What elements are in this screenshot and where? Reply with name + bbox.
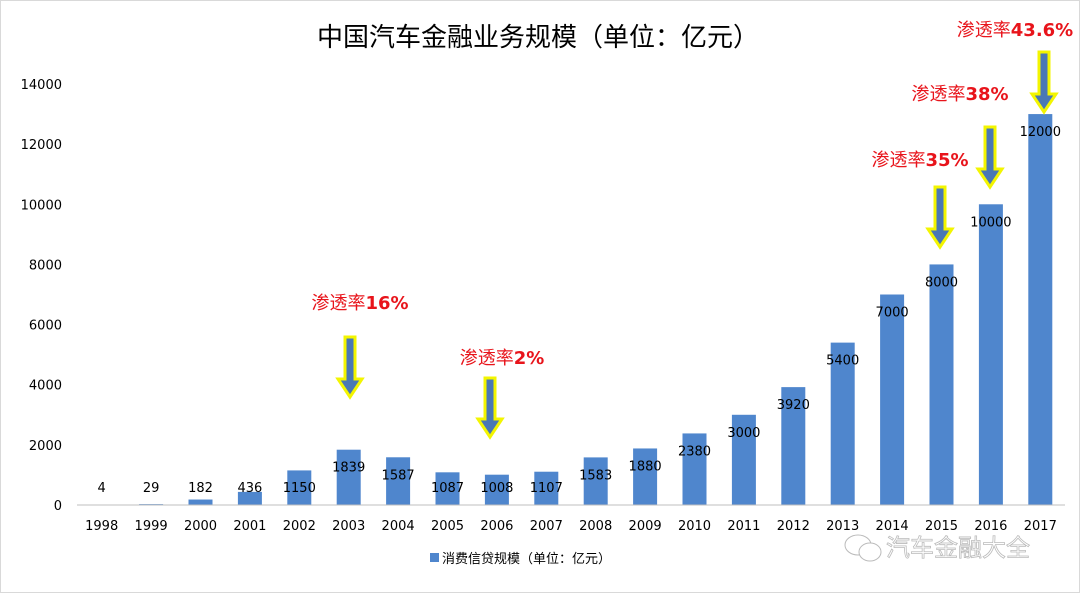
data-label: 3000 — [727, 426, 760, 441]
data-label: 12000 — [1020, 125, 1061, 140]
y-tick-label: 10000 — [21, 198, 62, 213]
penetration-rate-label: 渗透率38% — [911, 84, 1008, 105]
bar — [830, 342, 855, 505]
penetration-rate-value: 2% — [514, 348, 545, 369]
x-tick-label: 2006 — [480, 519, 513, 534]
x-tick-label: 2003 — [332, 519, 365, 534]
x-tick-label: 2007 — [530, 519, 563, 534]
bar — [978, 204, 1003, 506]
y-axis: 0 2000 4000 6000 8000 10000 12000 14000 — [21, 78, 62, 514]
x-tick-label: 2010 — [678, 519, 711, 534]
data-label: 2380 — [678, 444, 711, 459]
data-label: 1107 — [530, 481, 563, 496]
penetration-rate-text: 渗透率 — [957, 20, 1011, 41]
bar — [484, 474, 509, 505]
data-label: 8000 — [925, 275, 958, 290]
x-tick-label: 2016 — [974, 519, 1007, 534]
data-label: 5400 — [826, 354, 859, 369]
bar — [237, 491, 262, 505]
y-tick-label: 2000 — [29, 439, 62, 454]
wechat-icon — [844, 534, 882, 562]
data-label: 1087 — [431, 481, 464, 496]
bar — [386, 457, 411, 505]
data-label: 1587 — [382, 468, 415, 483]
data-label: 10000 — [970, 215, 1011, 230]
penetration-rate-label: 渗透率35% — [871, 150, 968, 171]
x-tick-label: 2011 — [727, 519, 760, 534]
data-label: 1150 — [283, 481, 316, 496]
data-label: 182 — [188, 481, 213, 496]
penetration-rate-value: 38% — [965, 84, 1008, 105]
bar — [880, 294, 905, 505]
down-arrow-icon — [975, 125, 1005, 190]
bar — [731, 414, 756, 505]
data-label: 4 — [98, 481, 106, 496]
data-label: 436 — [237, 481, 262, 496]
x-tick-label: 2017 — [1024, 519, 1057, 534]
bar — [534, 471, 559, 505]
bars: 4 29 182 436 1150 1839 1587 1087 1008 1107 1583 188… — [89, 114, 1061, 506]
penetration-rate-label: 渗透率2% — [460, 348, 545, 369]
data-label: 29 — [143, 481, 160, 496]
x-tick-label: 2012 — [777, 519, 810, 534]
y-tick-label: 0 — [54, 499, 62, 514]
down-arrow-icon — [475, 376, 505, 440]
x-tick-label: 2004 — [382, 519, 415, 534]
x-tick-label: 2008 — [579, 519, 612, 534]
x-tick-label: 2002 — [283, 519, 316, 534]
y-tick-label: 8000 — [29, 258, 62, 273]
penetration-rate-text: 渗透率 — [871, 150, 925, 171]
x-tick-label: 2005 — [431, 519, 464, 534]
x-tick-label: 2013 — [826, 519, 859, 534]
chart-title: 中国汽车金融业务规模（单位：亿元） — [317, 23, 759, 53]
down-arrow-icon — [335, 335, 365, 400]
bar — [435, 472, 460, 505]
x-tick-label: 1999 — [135, 519, 168, 534]
penetration-rate-label: 渗透率16% — [311, 293, 408, 314]
penetration-rate-value: 35% — [925, 150, 968, 171]
annotations: 渗透率16%渗透率2%渗透率35%渗透率38%渗透率43.6% — [311, 20, 1073, 440]
bar — [287, 470, 312, 505]
x-tick-label: 2001 — [233, 519, 266, 534]
y-tick-label: 6000 — [29, 319, 62, 334]
bar — [633, 448, 658, 505]
y-tick-label: 12000 — [21, 138, 62, 153]
down-arrow-icon — [925, 185, 955, 250]
x-tick-label: 1998 — [85, 519, 118, 534]
legend-label: 消费信贷规模（单位：亿元） — [442, 552, 611, 567]
y-tick-label: 4000 — [29, 379, 62, 394]
data-label: 1583 — [579, 468, 612, 483]
bar — [929, 264, 954, 505]
bar — [583, 457, 608, 505]
x-tick-label: 2014 — [876, 519, 909, 534]
bar — [1028, 114, 1053, 506]
bar — [188, 499, 213, 505]
penetration-rate-text: 渗透率 — [911, 84, 965, 105]
watermark: 汽车金融大全 — [844, 534, 1030, 562]
penetration-rate-text: 渗透率 — [460, 348, 514, 369]
bar — [781, 387, 806, 505]
x-axis: 1998 1999 2000 2001 2002 2003 2004 2005 2006 2007… — [77, 504, 1065, 534]
x-tick-label: 2009 — [629, 519, 662, 534]
watermark-text: 汽车金融大全 — [886, 534, 1030, 562]
x-tick-label: 2015 — [925, 519, 958, 534]
data-label: 1008 — [480, 481, 513, 496]
data-label: 3920 — [777, 398, 810, 413]
penetration-rate-text: 渗透率 — [311, 293, 365, 314]
data-label: 1839 — [332, 461, 365, 476]
legend-swatch — [430, 553, 439, 562]
data-label: 1880 — [629, 459, 662, 474]
down-arrow-icon — [1029, 50, 1059, 115]
penetration-rate-value: 43.6% — [1011, 20, 1073, 41]
penetration-rate-label: 渗透率43.6% — [957, 20, 1073, 41]
bar — [682, 433, 707, 505]
data-label: 7000 — [876, 306, 909, 321]
legend: 消费信贷规模（单位：亿元） — [430, 552, 611, 567]
penetration-rate-value: 16% — [365, 293, 408, 314]
x-tick-label: 2000 — [184, 519, 217, 534]
y-tick-label: 14000 — [21, 78, 62, 93]
bar — [336, 449, 361, 505]
